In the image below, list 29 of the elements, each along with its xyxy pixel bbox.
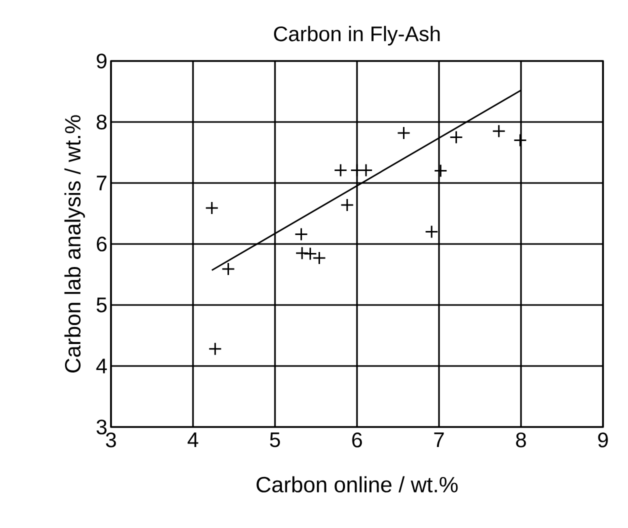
chart-title: Carbon in Fly-Ash: [274, 26, 440, 46]
x-tick-label: 7: [434, 432, 444, 447]
point: [424, 225, 438, 239]
point: [222, 262, 236, 276]
y-tick-label: 7: [96, 176, 106, 190]
point: [513, 134, 527, 148]
point: [205, 201, 219, 215]
x-tick-label: 9: [598, 432, 608, 448]
y-tick-label: 6: [96, 236, 107, 252]
x-tick-label: 5: [270, 432, 280, 448]
y-tick-label: 9: [96, 54, 106, 68]
point: [334, 163, 348, 177]
x-tick-label: 4: [188, 432, 198, 447]
point: [449, 130, 463, 144]
x-tick-label: 6: [352, 432, 362, 448]
y-tick-label: 5: [96, 298, 107, 312]
x-axis-title: Carbon online / wt.%: [256, 476, 458, 492]
point: [492, 124, 506, 138]
y-axis-title: Carbon lab analysis / wt.%: [64, 115, 85, 373]
y-tick-label: 8: [96, 114, 107, 130]
point: [434, 164, 448, 178]
x-tick-label: 8: [516, 432, 526, 448]
point: [294, 227, 308, 241]
y-tick-label: 4: [96, 358, 107, 374]
point: [295, 246, 309, 260]
point: [208, 342, 222, 356]
y-tick-label: 3: [96, 420, 107, 434]
point: [340, 198, 354, 212]
point: [396, 126, 410, 140]
